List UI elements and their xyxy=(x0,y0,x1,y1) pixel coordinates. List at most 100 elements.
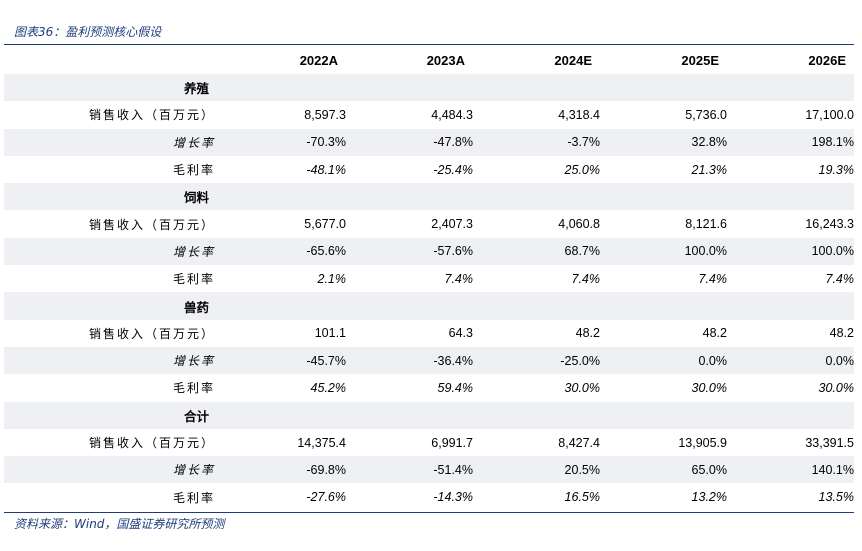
empty-cell xyxy=(473,183,600,211)
margin-row: 毛利率 -48.1% -25.4% 25.0% 21.3% 19.3% xyxy=(4,156,854,183)
value-cell: 7.4% xyxy=(698,271,728,286)
row-label: 毛利率 xyxy=(172,163,215,178)
value-cell: -36.4% xyxy=(346,346,473,375)
value-cell: -25.4% xyxy=(433,162,473,177)
value-cell: 20.5% xyxy=(473,456,600,484)
value-cell: 5,677.0 xyxy=(304,217,346,232)
empty-cell xyxy=(217,183,346,211)
empty-cell xyxy=(346,401,473,429)
row-label: 毛利率 xyxy=(172,381,215,396)
revenue-row: 销售收入（百万元） 14,375.4 6,991.7 8,427.4 13,905.9 3… xyxy=(4,429,854,456)
top-rule xyxy=(4,44,854,45)
bottom-rule xyxy=(4,512,854,513)
value-cell: 32.8% xyxy=(600,128,727,156)
header-cell-2022a: 2022A xyxy=(299,52,338,68)
value-cell: -48.1% xyxy=(306,162,346,177)
value-cell: 8,427.4 xyxy=(558,435,600,450)
value-cell: -3.7% xyxy=(473,128,600,156)
value-cell: 13.5% xyxy=(818,490,854,505)
growth-row: 增长率 -70.3% -47.8% -3.7% 32.8% 198.1% xyxy=(4,128,854,156)
growth-row: 增长率 -65.6% -57.6% 68.7% 100.0% 100.0% xyxy=(4,237,854,266)
revenue-row: 销售收入（百万元） 5,677.0 2,407.3 4,060.8 8,121.6 16,… xyxy=(4,210,854,237)
section-label: 养殖 xyxy=(4,74,217,102)
value-cell: -65.6% xyxy=(217,237,346,266)
value-cell: 48.2 xyxy=(829,326,854,341)
header-cell xyxy=(4,46,217,74)
value-cell: 0.0% xyxy=(600,346,727,375)
section-row: 兽药 xyxy=(4,292,854,320)
section-label: 饲料 xyxy=(4,183,217,211)
value-cell: 5,736.0 xyxy=(685,107,727,122)
row-label: 增长率 xyxy=(4,128,217,156)
section-row: 合计 xyxy=(4,401,854,429)
value-cell: 2.1% xyxy=(317,271,347,286)
table-body: 养殖销售收入（百万元） 8,597.3 4,484.3 4,318.4 5,736.0 1… xyxy=(4,74,854,511)
value-cell: 16,243.3 xyxy=(805,217,854,232)
value-cell: 45.2% xyxy=(310,380,346,395)
header-cell-2026e: 2026E xyxy=(808,52,846,68)
row-label: 增长率 xyxy=(4,237,217,266)
value-cell: 8,121.6 xyxy=(685,217,727,232)
value-cell: 64.3 xyxy=(448,326,473,341)
value-cell: -14.3% xyxy=(433,490,473,505)
empty-cell xyxy=(600,292,727,320)
value-cell: -69.8% xyxy=(217,456,346,484)
value-cell: 59.4% xyxy=(437,380,473,395)
row-label: 增长率 xyxy=(4,456,217,484)
value-cell: -47.8% xyxy=(346,128,473,156)
value-cell: 14,375.4 xyxy=(297,435,346,450)
empty-cell xyxy=(600,401,727,429)
revenue-row: 销售收入（百万元） 101.1 64.3 48.2 48.2 48.2 xyxy=(4,320,854,347)
value-cell: 4,484.3 xyxy=(431,107,473,122)
growth-row: 增长率 -45.7% -36.4% -25.0% 0.0% 0.0% xyxy=(4,346,854,375)
section-row: 养殖 xyxy=(4,74,854,102)
header-row: 2022A 2023A 2024E 2025E 2026E xyxy=(4,46,854,74)
value-cell: 4,060.8 xyxy=(558,217,600,232)
value-cell: -51.4% xyxy=(346,456,473,484)
header-cell-2025e: 2025E xyxy=(681,52,719,68)
row-label: 毛利率 xyxy=(172,272,215,287)
value-cell: 6,991.7 xyxy=(431,435,473,450)
row-label: 销售收入（百万元） xyxy=(88,217,215,232)
value-cell: 13,905.9 xyxy=(678,435,727,450)
value-cell: 8,597.3 xyxy=(304,107,346,122)
section-label: 兽药 xyxy=(4,292,217,320)
empty-cell xyxy=(473,292,600,320)
row-label: 毛利率 xyxy=(172,490,215,505)
empty-cell xyxy=(727,401,854,429)
value-cell: -57.6% xyxy=(346,237,473,266)
value-cell: 13.2% xyxy=(691,490,727,505)
value-cell: 0.0% xyxy=(727,346,854,375)
row-label: 销售收入（百万元） xyxy=(88,436,215,450)
value-cell: 68.7% xyxy=(473,237,600,266)
margin-row: 毛利率 2.1% 7.4% 7.4% 7.4% 7.4% xyxy=(4,265,854,292)
revenue-row: 销售收入（百万元） 8,597.3 4,484.3 4,318.4 5,736.0 17,… xyxy=(4,101,854,128)
value-cell: 4,318.4 xyxy=(558,107,600,122)
value-cell: 21.3% xyxy=(691,162,727,177)
value-cell: 48.2 xyxy=(575,326,600,341)
empty-cell xyxy=(727,74,854,102)
value-cell: 65.0% xyxy=(600,456,727,484)
empty-cell xyxy=(346,292,473,320)
value-cell: -27.6% xyxy=(306,490,346,505)
header-cell-2023a: 2023A xyxy=(426,52,465,68)
value-cell: 7.4% xyxy=(571,271,601,286)
empty-cell xyxy=(346,74,473,102)
empty-cell xyxy=(600,183,727,211)
value-cell: -25.0% xyxy=(473,346,600,375)
value-cell: 100.0% xyxy=(600,237,727,266)
value-cell: -70.3% xyxy=(217,128,346,156)
empty-cell xyxy=(473,74,600,102)
value-cell: 48.2 xyxy=(702,326,727,341)
source-note: 资料来源：Wind，国盛证券研究所预测 xyxy=(14,517,225,531)
empty-cell xyxy=(473,401,600,429)
empty-cell xyxy=(346,183,473,211)
value-cell: 7.4% xyxy=(444,271,474,286)
margin-row: 毛利率 45.2% 59.4% 30.0% 30.0% 30.0% xyxy=(4,374,854,401)
value-cell: 16.5% xyxy=(564,490,600,505)
section-label: 合计 xyxy=(4,401,217,429)
value-cell: 25.0% xyxy=(564,162,600,177)
value-cell: 2,407.3 xyxy=(431,217,473,232)
empty-cell xyxy=(217,292,346,320)
value-cell: 101.1 xyxy=(314,326,346,341)
